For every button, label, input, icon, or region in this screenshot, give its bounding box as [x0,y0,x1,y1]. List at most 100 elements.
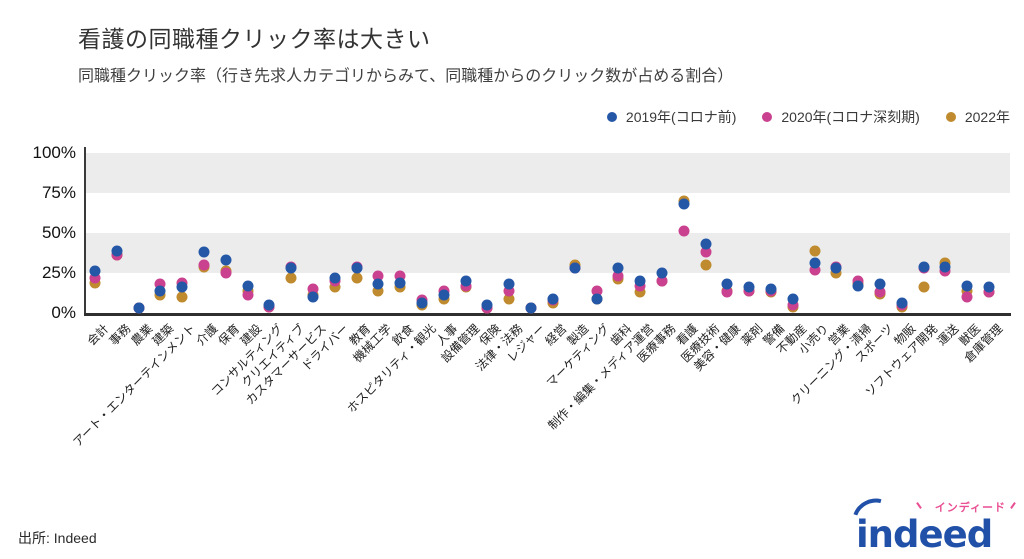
data-point [612,270,624,282]
y-tick-label: 50% [41,223,76,242]
data-point [503,278,515,290]
data-point [765,283,777,295]
x-axis-line [84,313,1011,316]
data-point [329,281,341,293]
data-point [721,286,733,298]
y-tick-label: 100% [32,143,76,162]
legend-item-2019: 2019年(コロナ前) [606,107,737,127]
data-point [263,299,275,311]
data-point [787,299,799,311]
data-point [809,264,821,276]
y-axis-line [84,147,86,315]
data-point [547,293,559,305]
data-point [285,262,297,274]
data-point [656,275,668,287]
data-point [503,293,515,305]
data-point [918,281,930,293]
data-point [416,297,428,309]
data-point [481,299,493,311]
data-point [307,291,319,303]
legend-dot-2022-icon [945,112,956,122]
data-point [89,265,101,277]
data-point [874,286,886,298]
plot-band [85,153,1010,193]
y-tick-label: 25% [41,263,76,282]
y-tick-label: 0% [51,303,76,322]
data-point [176,291,188,303]
data-point [176,281,188,293]
data-point [220,254,232,266]
data-point [394,277,406,289]
data-point [700,246,712,258]
data-point [133,302,145,314]
legend-label-2019: 2019年(コロナ前) [625,109,737,125]
y-tick-label: 75% [41,183,76,202]
logo-katakana: インディード [934,502,1006,514]
data-point [591,293,602,305]
data-point [939,261,951,273]
data-point [678,225,690,237]
data-point [852,280,864,292]
data-point [961,280,973,292]
data-point [569,262,581,274]
data-point [809,257,821,269]
legend: 2019年(コロナ前) 2020年(コロナ深刻期) 2022年 [606,107,1010,127]
data-point [612,262,624,274]
logo-tick-left-icon [916,502,922,509]
data-point [372,285,384,297]
data-point [111,245,123,257]
data-point [983,281,995,293]
data-point [198,259,210,271]
legend-label-2020: 2020年(コロナ深刻期) [781,109,920,125]
data-point [242,289,254,301]
data-point [154,278,166,290]
data-point [394,270,406,282]
data-point [961,291,973,303]
indeed-logo: インディード indeed [845,491,1016,556]
data-point [329,272,341,284]
data-point [700,259,712,271]
data-point [634,275,646,287]
data-point [591,285,602,297]
data-point [634,286,646,298]
data-point [220,267,232,279]
logo-tick-right-icon [1010,502,1016,509]
legend-dot-2020-icon [762,112,773,122]
source-note: 出所: Indeed [18,530,97,546]
data-point [242,280,254,292]
legend-item-2022: 2022年 [945,107,1010,127]
data-point [438,289,450,301]
data-point [525,302,537,314]
data-point [874,278,886,290]
data-point [307,283,319,295]
data-point [918,261,930,273]
legend-label-2022: 2022年 [964,109,1010,125]
data-point [678,198,690,210]
data-point [896,297,908,309]
data-point [809,245,821,257]
data-point [351,262,363,274]
data-point [830,262,842,274]
data-point [154,285,166,297]
chart-subtitle: 同職種クリック率（行き先求人カテゴリからみて、同職種からのクリック数が占める割合… [78,68,734,85]
data-point [656,267,668,279]
data-point [372,270,384,282]
logo-wordmark: indeed [856,513,993,556]
data-point [700,238,712,250]
data-point [787,293,799,305]
data-point [372,278,384,290]
data-point [743,281,755,293]
data-point [721,278,733,290]
plot-band [85,233,1010,273]
data-point [89,272,101,284]
legend-dot-2019-icon [606,112,617,122]
data-point [351,272,363,284]
data-point [460,275,472,287]
legend-item-2020: 2020年(コロナ深刻期) [762,107,920,127]
data-point [285,272,297,284]
page-title: 看護の同職種クリック率は大きい [78,26,431,52]
data-point [503,285,515,297]
plot-area [85,153,1010,313]
data-point [198,246,210,258]
